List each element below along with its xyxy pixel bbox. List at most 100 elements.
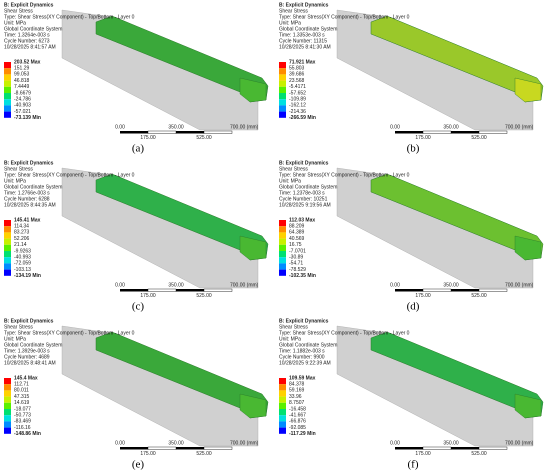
scale-bar bbox=[203, 130, 233, 134]
legend-swatch bbox=[279, 409, 286, 416]
legend-label: -134.19 Min bbox=[14, 273, 41, 279]
legend-swatch bbox=[4, 68, 11, 75]
legend-label: 109.59 Max bbox=[289, 375, 316, 381]
scale-bar bbox=[422, 446, 452, 450]
legend-label: -41.667 bbox=[289, 413, 306, 419]
scale-bar bbox=[120, 131, 148, 134]
scale-label: 525.00 bbox=[196, 293, 212, 299]
scale-bar bbox=[478, 130, 508, 134]
legend-label: -18.077 bbox=[14, 406, 31, 412]
scale-label: 700.00 (mm) bbox=[505, 124, 534, 130]
header-line: Global Coordinate System bbox=[279, 184, 337, 190]
legend-swatch bbox=[4, 251, 11, 258]
legend-swatch bbox=[279, 427, 286, 434]
legend-swatch bbox=[279, 80, 286, 87]
legend-label: 112.71 bbox=[14, 382, 29, 388]
legend-label: -214.36 bbox=[289, 109, 306, 115]
beam-end bbox=[514, 235, 542, 261]
legend-label: -73.139 Min bbox=[14, 115, 41, 121]
legend-label: -162.12 bbox=[289, 103, 306, 109]
scale-label: 0.00 bbox=[390, 440, 400, 446]
legend-swatch bbox=[4, 232, 11, 239]
scale-label: 350.00 bbox=[168, 124, 184, 130]
legend-swatch bbox=[279, 396, 286, 403]
legend-swatch bbox=[279, 99, 286, 106]
legend-swatch bbox=[279, 111, 286, 118]
legend-swatch bbox=[4, 263, 11, 270]
legend-swatch bbox=[4, 238, 11, 245]
legend-swatch bbox=[4, 378, 11, 385]
scale-label: 525.00 bbox=[196, 135, 212, 141]
header-line: Type: Shear Stress(XY Component) - Top/B… bbox=[4, 330, 135, 336]
legend-swatch bbox=[4, 396, 11, 403]
legend-swatch bbox=[4, 402, 11, 409]
header-line: Shear Stress bbox=[4, 324, 33, 330]
scale-bar bbox=[176, 131, 204, 134]
caption: (e) bbox=[132, 459, 145, 471]
legend-label: -78.529 bbox=[289, 267, 306, 273]
header-line: B: Explicit Dynamics bbox=[4, 2, 54, 8]
scale-label: 0.00 bbox=[115, 440, 125, 446]
legend-label: -72.059 bbox=[14, 261, 31, 267]
header-line: Global Coordinate System bbox=[279, 342, 337, 348]
header-line: Unit: MPa bbox=[279, 20, 301, 26]
scale-label: 0.00 bbox=[115, 124, 125, 130]
legend-label: -30.89 bbox=[289, 255, 303, 261]
legend-label: 83.273 bbox=[14, 230, 30, 236]
caption: (a) bbox=[132, 143, 145, 155]
legend-swatch bbox=[279, 244, 286, 251]
legend-label: 84.378 bbox=[289, 382, 305, 388]
legend-swatch bbox=[4, 244, 11, 251]
scale-label: 0.00 bbox=[390, 124, 400, 130]
legend-swatch bbox=[4, 93, 11, 100]
legend-swatch bbox=[4, 111, 11, 118]
legend-label: -40.903 bbox=[14, 103, 31, 109]
scale-label: 175.00 bbox=[415, 451, 431, 457]
header-line: Cycle Number: 4689 bbox=[4, 354, 50, 360]
legend-label: 16.75 bbox=[289, 242, 302, 248]
scale-bar bbox=[395, 131, 423, 134]
legend-label: -57.652 bbox=[289, 90, 306, 96]
legend-swatch bbox=[279, 421, 286, 428]
scale-label: 700.00 (mm) bbox=[230, 282, 259, 288]
scale-bar bbox=[120, 447, 148, 450]
header-line: Unit: MPa bbox=[279, 178, 301, 184]
legend-label: 55.803 bbox=[289, 66, 305, 72]
legend-label: 114.34 bbox=[14, 224, 29, 230]
header-line: B: Explicit Dynamics bbox=[279, 160, 329, 166]
legend-swatch bbox=[279, 74, 286, 81]
scale-bar bbox=[176, 289, 204, 292]
caption: (f) bbox=[408, 459, 419, 471]
legend-label: 203.52 Max bbox=[14, 59, 41, 65]
legend-label: 88.209 bbox=[289, 224, 305, 230]
scale-bar bbox=[422, 288, 452, 292]
legend-swatch bbox=[279, 257, 286, 264]
scale-bar bbox=[395, 447, 423, 450]
legend-label: -16.458 bbox=[289, 406, 306, 412]
scale-bar bbox=[451, 289, 479, 292]
header-line: Type: Shear Stress(XY Component) - Top/B… bbox=[279, 172, 410, 178]
legend-label: -8.6679 bbox=[14, 90, 31, 96]
header-line: Type: Shear Stress(XY Component) - Top/B… bbox=[279, 330, 410, 336]
header-line: Type: Shear Stress(XY Component) - Top/B… bbox=[4, 172, 135, 178]
scale-bar bbox=[478, 446, 508, 450]
beam-end bbox=[239, 235, 267, 261]
legend-label: 8.7507 bbox=[289, 400, 305, 406]
beam-end bbox=[239, 393, 267, 419]
scale-label: 525.00 bbox=[471, 293, 487, 299]
header-line: Global Coordinate System bbox=[4, 184, 62, 190]
header-line: Shear Stress bbox=[4, 8, 33, 14]
legend-swatch bbox=[4, 421, 11, 428]
caption: (b) bbox=[407, 143, 420, 155]
scale-label: 0.00 bbox=[390, 282, 400, 288]
legend-swatch bbox=[4, 257, 11, 264]
legend-label: 14.619 bbox=[14, 400, 30, 406]
legend-swatch bbox=[4, 427, 11, 434]
legend-swatch bbox=[279, 232, 286, 239]
scale-label: 350.00 bbox=[443, 440, 459, 446]
legend-label: -54.71 bbox=[289, 261, 303, 267]
scale-bar bbox=[147, 288, 177, 292]
